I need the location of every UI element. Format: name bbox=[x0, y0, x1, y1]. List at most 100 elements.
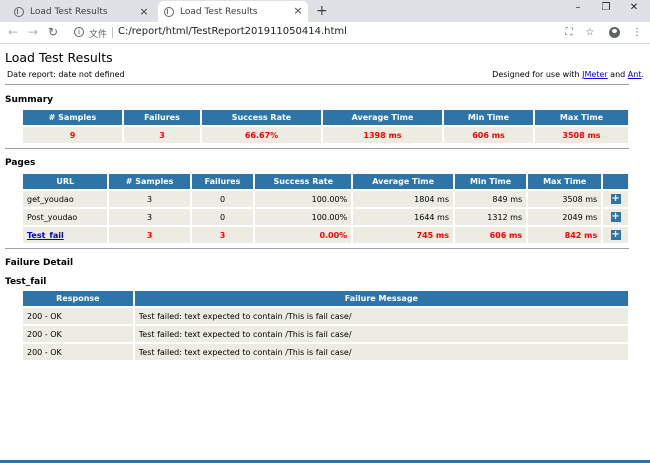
expand-plus-icon[interactable]: + bbox=[610, 193, 621, 204]
page-samples: 3 bbox=[109, 227, 190, 243]
col-samples: # Samples bbox=[23, 110, 122, 125]
col-min-time: Min Time bbox=[455, 174, 527, 189]
expand-cell: + bbox=[603, 191, 628, 207]
pages-table: URL # Samples Failures Success Rate Aver… bbox=[21, 172, 630, 245]
browser-toolbar: ← → ↻ i 文件 C:/report/html/TestReport2019… bbox=[0, 22, 650, 44]
summary-header-row: # Samples Failures Success Rate Average … bbox=[23, 110, 628, 125]
profile-icon[interactable] bbox=[609, 27, 620, 38]
address-scheme-label: 文件 bbox=[89, 30, 108, 40]
summary-failures: 3 bbox=[124, 127, 200, 143]
globe-icon bbox=[14, 7, 24, 17]
page-failures: 3 bbox=[191, 227, 254, 243]
browser-tab-2-active[interactable]: Load Test Results × bbox=[158, 1, 308, 22]
col-max-time: Max Time bbox=[535, 110, 628, 125]
failure-subheading: Test_fail bbox=[5, 277, 47, 287]
page-samples: 3 bbox=[109, 209, 190, 225]
failure-header-row: Response Failure Message bbox=[23, 291, 628, 306]
divider bbox=[5, 248, 629, 249]
page-max-time: 2049 ms bbox=[528, 209, 602, 225]
page-url: Post_youdao bbox=[23, 209, 108, 225]
page-average-time: 745 ms bbox=[353, 227, 454, 243]
failure-response: 200 - OK bbox=[23, 326, 133, 342]
page-success-rate: 0.00% bbox=[255, 227, 352, 243]
new-tab-button[interactable]: + bbox=[316, 3, 328, 19]
expand-plus-icon[interactable]: + bbox=[610, 211, 621, 222]
pages-header-row: URL # Samples Failures Success Rate Aver… bbox=[23, 174, 628, 189]
report-page: Load Test Results Date report: date not … bbox=[0, 45, 650, 463]
summary-samples: 9 bbox=[23, 127, 122, 143]
col-min-time: Min Time bbox=[444, 110, 533, 125]
page-max-time: 842 ms bbox=[528, 227, 602, 243]
table-row: 200 - OK Test failed: text expected to c… bbox=[23, 344, 628, 360]
table-row: Test_fail 3 3 0.00% 745 ms 606 ms 842 ms… bbox=[23, 227, 628, 243]
failure-message: Test failed: text expected to contain /T… bbox=[134, 326, 628, 342]
failure-message: Test failed: text expected to contain /T… bbox=[134, 344, 628, 360]
col-failures: Failures bbox=[191, 174, 254, 189]
col-success-rate: Success Rate bbox=[202, 110, 321, 125]
summary-average-time: 1398 ms bbox=[323, 127, 442, 143]
pages-heading: Pages bbox=[5, 158, 36, 168]
col-average-time: Average Time bbox=[353, 174, 454, 189]
page-success-rate: 100.00% bbox=[255, 191, 352, 207]
tab-title: Load Test Results bbox=[180, 6, 258, 17]
col-samples: # Samples bbox=[109, 174, 190, 189]
page-samples: 3 bbox=[109, 191, 190, 207]
page-url: Test_fail bbox=[23, 227, 108, 243]
designed-for-note: Designed for use with JMeter and Ant. bbox=[492, 70, 644, 79]
expand-plus-icon[interactable]: + bbox=[610, 229, 621, 240]
page-title: Load Test Results bbox=[5, 50, 113, 65]
browser-tab-1[interactable]: Load Test Results × bbox=[8, 2, 154, 22]
page-success-rate: 100.00% bbox=[255, 209, 352, 225]
col-response: Response bbox=[23, 291, 133, 306]
star-icon[interactable]: ☆ bbox=[585, 27, 595, 38]
col-failure-message: Failure Message bbox=[134, 291, 628, 306]
divider bbox=[5, 148, 629, 149]
jmeter-link[interactable]: JMeter bbox=[582, 70, 608, 79]
table-row: 200 - OK Test failed: text expected to c… bbox=[23, 326, 628, 342]
page-url: get_youdao bbox=[23, 191, 108, 207]
forward-icon[interactable]: → bbox=[27, 25, 39, 39]
test-fail-link[interactable]: Test_fail bbox=[27, 230, 64, 240]
failure-response: 200 - OK bbox=[23, 308, 133, 324]
minimize-icon[interactable]: – bbox=[575, 2, 581, 13]
page-failures: 0 bbox=[191, 209, 254, 225]
col-url: URL bbox=[23, 174, 108, 189]
page-min-time: 1312 ms bbox=[455, 209, 527, 225]
back-icon[interactable]: ← bbox=[7, 25, 19, 39]
translate-icon[interactable]: ⛶ bbox=[565, 27, 573, 38]
menu-icon[interactable]: ⋮ bbox=[632, 27, 642, 38]
page-average-time: 1644 ms bbox=[353, 209, 454, 225]
failure-message: Test failed: text expected to contain /T… bbox=[134, 308, 628, 324]
failure-detail-heading: Failure Detail bbox=[5, 258, 74, 268]
tab-strip: Load Test Results × Load Test Results × … bbox=[0, 0, 650, 22]
page-average-time: 1804 ms bbox=[353, 191, 454, 207]
close-tab-icon[interactable]: × bbox=[293, 4, 303, 17]
address-separator bbox=[112, 27, 113, 38]
close-tab-icon[interactable]: × bbox=[139, 5, 149, 18]
summary-min-time: 606 ms bbox=[444, 127, 533, 143]
page-max-time: 3508 ms bbox=[528, 191, 602, 207]
address-bar-url[interactable]: C:/report/html/TestReport201911050414.ht… bbox=[118, 26, 347, 37]
table-row: 200 - OK Test failed: text expected to c… bbox=[23, 308, 628, 324]
table-row: get_youdao 3 0 100.00% 1804 ms 849 ms 35… bbox=[23, 191, 628, 207]
taskbar-edge bbox=[0, 460, 650, 463]
maximize-icon[interactable]: ❐ bbox=[601, 2, 611, 13]
ant-link[interactable]: Ant bbox=[627, 70, 642, 79]
col-failures: Failures bbox=[124, 110, 200, 125]
failure-response: 200 - OK bbox=[23, 344, 133, 360]
date-report: Date report: date not defined bbox=[7, 70, 125, 79]
reload-icon[interactable]: ↻ bbox=[47, 25, 59, 39]
divider bbox=[5, 84, 629, 85]
expand-cell: + bbox=[603, 209, 628, 225]
tab-title: Load Test Results bbox=[30, 7, 108, 17]
page-min-time: 606 ms bbox=[455, 227, 527, 243]
col-average-time: Average Time bbox=[323, 110, 442, 125]
expand-cell: + bbox=[603, 227, 628, 243]
page-min-time: 849 ms bbox=[455, 191, 527, 207]
window-close-icon[interactable]: ✕ bbox=[629, 2, 639, 13]
summary-max-time: 3508 ms bbox=[535, 127, 628, 143]
summary-table: # Samples Failures Success Rate Average … bbox=[21, 108, 630, 145]
info-icon[interactable]: i bbox=[74, 27, 84, 37]
table-row: Post_youdao 3 0 100.00% 1644 ms 1312 ms … bbox=[23, 209, 628, 225]
failure-detail-table: Response Failure Message 200 - OK Test f… bbox=[21, 289, 630, 362]
